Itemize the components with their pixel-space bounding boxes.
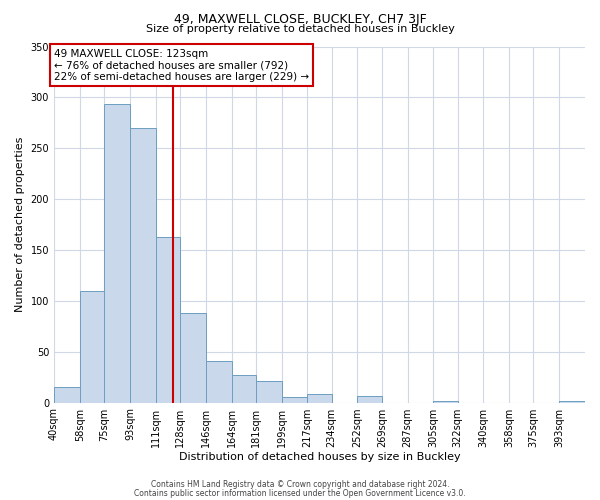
Bar — [180, 313, 206, 402]
Text: 49 MAXWELL CLOSE: 123sqm
← 76% of detached houses are smaller (792)
22% of semi-: 49 MAXWELL CLOSE: 123sqm ← 76% of detach… — [54, 48, 309, 82]
Bar — [433, 400, 458, 402]
Bar — [104, 104, 130, 403]
Bar — [281, 398, 307, 402]
Y-axis label: Number of detached properties: Number of detached properties — [15, 137, 25, 312]
Text: Contains HM Land Registry data © Crown copyright and database right 2024.: Contains HM Land Registry data © Crown c… — [151, 480, 449, 489]
Bar — [559, 400, 585, 402]
Bar — [54, 388, 80, 402]
Text: 49, MAXWELL CLOSE, BUCKLEY, CH7 3JF: 49, MAXWELL CLOSE, BUCKLEY, CH7 3JF — [173, 12, 427, 26]
Bar — [130, 128, 155, 402]
Bar — [232, 375, 256, 402]
Bar — [206, 361, 232, 403]
Bar — [307, 394, 332, 402]
Text: Size of property relative to detached houses in Buckley: Size of property relative to detached ho… — [146, 24, 454, 34]
Bar — [358, 396, 382, 402]
Text: Contains public sector information licensed under the Open Government Licence v3: Contains public sector information licen… — [134, 488, 466, 498]
Bar — [256, 381, 281, 402]
Bar — [80, 290, 104, 403]
X-axis label: Distribution of detached houses by size in Buckley: Distribution of detached houses by size … — [179, 452, 460, 462]
Bar — [155, 237, 180, 402]
